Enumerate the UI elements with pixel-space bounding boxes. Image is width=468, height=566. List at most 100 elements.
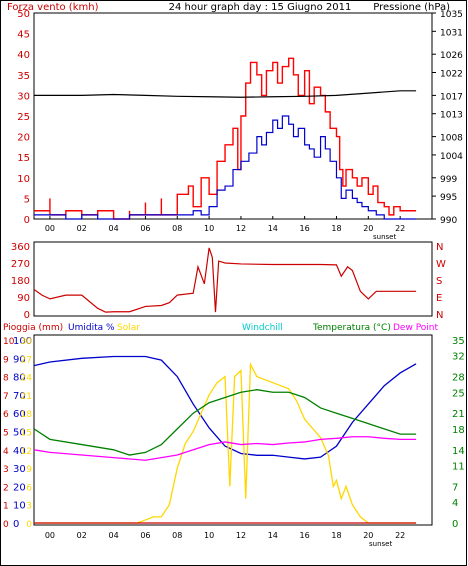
solar-tick-label: 15 [21, 429, 32, 439]
rain-hour-label: 10 [204, 531, 214, 540]
wind-tick-label: 30 [17, 91, 30, 102]
temperature-y-axis-labels: 0 4 7 11 14 18 21 25 28 32 35 [452, 336, 465, 530]
wind-tick-label: 5 [24, 194, 30, 205]
rain-tick-label: 1 [3, 502, 9, 512]
wind-axis-title: Forza vento (kmh) [7, 2, 99, 13]
humidity-tick-label: 0 [13, 519, 19, 530]
direction-series [33, 247, 417, 313]
rain-tick-label: 2 [3, 483, 9, 493]
temperature-tick-label: 35 [452, 336, 465, 347]
rain-tick-label: 8 [3, 374, 9, 384]
wind-y-axis-labels: 0 5 10 15 20 25 30 35 40 45 50 [17, 9, 30, 226]
series-pressure [34, 90, 417, 98]
compass-label: N [436, 310, 443, 321]
compass-label: W [436, 259, 446, 270]
direction-tick-label: 180 [11, 276, 30, 287]
wind-series [34, 57, 417, 220]
rain-hour-label: 20 [363, 531, 373, 540]
pressure-tick-label: 999 [440, 175, 457, 185]
legend-dew-point: Dew Point [393, 323, 439, 333]
temperature-tick-label: 14 [452, 446, 465, 457]
series-dew-point [33, 436, 417, 461]
temperature-tick-label: 32 [452, 352, 465, 363]
rain-x-axis-labels: 00 02 04 06 08 10 12 14 16 18 20 22 [45, 531, 405, 540]
wind-tick-label: 15 [17, 153, 30, 164]
rain-tick-label: 9 [3, 355, 9, 365]
series-wind [34, 115, 417, 220]
solar-tick-label: 3 [26, 502, 32, 512]
rain-tick-label: 5 [3, 429, 9, 439]
compass-label: E [436, 293, 442, 304]
legend-humidity: Umidita % [68, 323, 115, 333]
rain-hour-label: 14 [268, 531, 278, 540]
pressure-tick-label: 1031 [440, 28, 463, 38]
solar-tick-label: 12 [21, 447, 32, 457]
wind-hour-label: 00 [45, 224, 55, 233]
wind-tick-label: 50 [17, 9, 30, 20]
wind-hour-label: 06 [140, 224, 150, 233]
wind-tick-label: 35 [17, 71, 30, 82]
wind-hour-label: 18 [331, 224, 341, 233]
solar-tick-label: 18 [21, 410, 33, 420]
wind-tick-label: 10 [17, 174, 30, 185]
compass-label: N [436, 242, 443, 253]
temperature-tick-label: 11 [452, 461, 465, 472]
rain-hour-label: 04 [109, 531, 119, 540]
temperature-tick-label: 7 [452, 482, 458, 493]
rain-tick-label: 10 [3, 337, 15, 347]
solar-tick-label: 21 [21, 392, 32, 402]
rain-tick-label: 0 [3, 520, 9, 530]
temperature-tick-label: 25 [452, 388, 465, 399]
pressure-tick-label: 1017 [440, 92, 463, 102]
humidity-tick-label: 30 [13, 464, 26, 475]
pressure-tick-label: 1022 [440, 70, 463, 80]
pressure-tick-label: 1013 [440, 111, 463, 121]
direction-y-axis-labels: 360 270 180 90 0 [11, 242, 30, 321]
rain-hour-label: 02 [77, 531, 87, 540]
rain-hour-label: 16 [300, 531, 310, 540]
wind-tick-label: 20 [17, 133, 30, 144]
series-temperatura---c- [33, 389, 417, 456]
pressure-axis-title: Pressione (hPa) [373, 2, 450, 13]
humidity-tick-label: 10 [13, 501, 26, 512]
wind-hour-label: 02 [77, 224, 87, 233]
sunset-label-bottom: sunset [369, 540, 392, 548]
rain-tick-label: 7 [3, 392, 9, 402]
wind-tick-label: 0 [24, 215, 30, 226]
rain-tick-label: 4 [3, 447, 9, 457]
wind-hour-label: 10 [204, 224, 214, 233]
sunset-label-top: sunset [373, 233, 396, 241]
pressure-tick-label: 990 [440, 216, 457, 226]
rain-hour-label: 22 [395, 531, 405, 540]
humidity-tick-label: 80 [13, 373, 26, 384]
humidity-tick-label: 60 [13, 409, 26, 420]
rain-hour-label: 18 [331, 531, 341, 540]
wind-hour-label: 20 [363, 224, 373, 233]
series-solar [34, 361, 417, 524]
wind-hour-label: 22 [395, 224, 405, 233]
temperature-tick-label: 18 [452, 425, 465, 436]
humidity-tick-label: 40 [13, 446, 26, 457]
temperature-tick-label: 0 [452, 519, 458, 530]
direction-tick-label: 270 [11, 259, 30, 270]
wind-tick-label: 40 [17, 50, 30, 61]
wind-x-axis-labels: 00 02 04 06 08 10 12 14 16 18 20 22 [45, 224, 405, 233]
humidity-tick-label: 50 [13, 428, 26, 439]
solar-tick-label: 6 [26, 483, 32, 493]
rain-humidity-plot-area [33, 334, 433, 526]
series-direction [33, 247, 417, 313]
rain-hour-label: 12 [236, 531, 246, 540]
temperature-tick-label: 28 [452, 373, 465, 384]
wind-hour-label: 14 [268, 224, 278, 233]
pressure-tick-label: 1004 [440, 152, 463, 162]
temperature-tick-label: 4 [452, 498, 458, 509]
solar-tick-label: 27 [21, 355, 32, 365]
legend-solar: Solar [117, 323, 140, 333]
pressure-tick-label: 1035 [440, 10, 463, 20]
solar-tick-label: 24 [21, 374, 33, 384]
rain-y-axis-labels: 0 1 2 3 4 5 6 7 8 9 10 [3, 337, 15, 530]
